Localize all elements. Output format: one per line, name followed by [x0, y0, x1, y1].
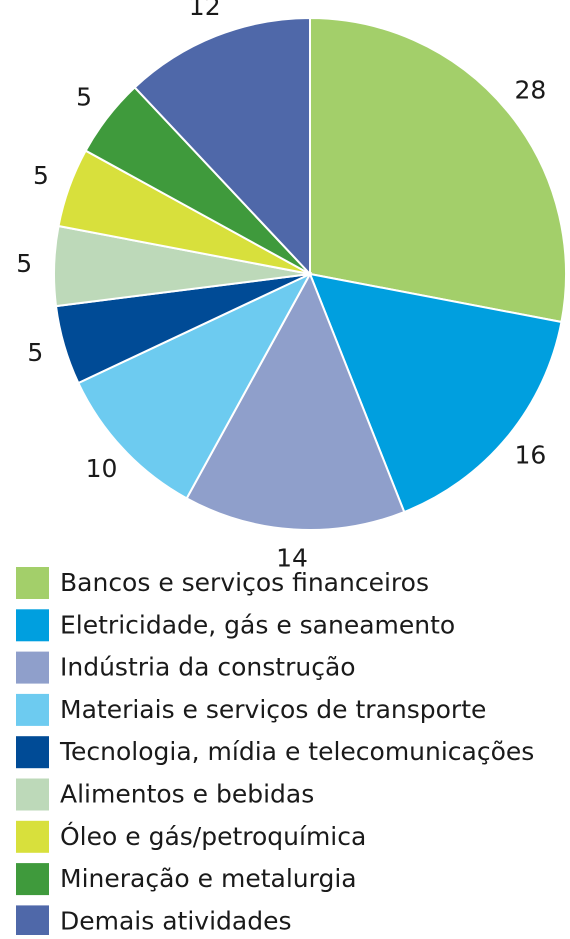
legend-swatch	[16, 820, 49, 853]
legend-swatch	[16, 736, 49, 769]
value-label: 5	[76, 83, 92, 112]
legend-label: Óleo e gás/petroquímica	[60, 821, 366, 851]
pie-slice	[185, 271, 406, 531]
value-label: 5	[16, 249, 32, 278]
legend-label: Tecnologia, mídia e telecomunicações	[59, 737, 534, 766]
pie-slice	[308, 272, 563, 514]
legend-swatch	[16, 693, 49, 726]
legend-label: Eletricidade, gás e saneamento	[60, 610, 455, 639]
legend-label: Materiais e serviços de transporte	[60, 695, 486, 724]
value-label: 28	[514, 76, 546, 105]
legend-swatch	[16, 905, 49, 938]
legend-label: Mineração e metalurgia	[60, 864, 357, 893]
legend-label: Alimentos e bebidas	[60, 780, 314, 809]
value-label: 12	[189, 0, 221, 21]
legend-label: Indústria da construção	[60, 653, 356, 682]
legend-label: Demais atividades	[60, 906, 292, 935]
value-label: 5	[33, 161, 49, 190]
legend-swatch	[16, 609, 49, 642]
pie-slice	[309, 16, 567, 324]
legend-swatch	[16, 778, 49, 811]
value-label: 5	[27, 338, 43, 367]
value-label: 14	[276, 543, 308, 572]
pie-slice	[77, 271, 313, 500]
value-label: 10	[86, 454, 118, 483]
legend-swatch	[16, 651, 49, 684]
legend-label: Bancos e serviços financeiros	[60, 568, 429, 597]
legend-swatch	[16, 863, 49, 896]
value-label: 16	[514, 440, 546, 469]
pie-slice	[133, 16, 311, 277]
legend-swatch	[16, 567, 49, 599]
